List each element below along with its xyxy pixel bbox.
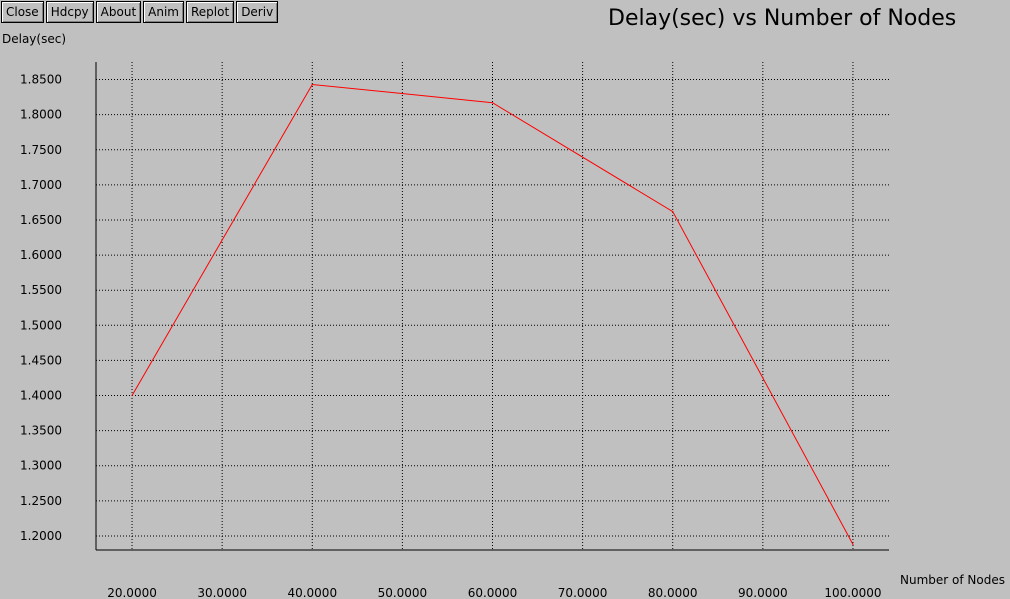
x-tick-label: 90.0000 (738, 586, 788, 599)
x-axis-label: Number of Nodes (900, 573, 1005, 587)
replot-button[interactable]: Replot (186, 1, 235, 23)
y-tick-label: 1.8500 (20, 73, 62, 87)
x-tick-label: 80.0000 (648, 586, 698, 599)
y-tick-label: 1.8000 (20, 108, 62, 122)
y-tick-label: 1.5500 (20, 283, 62, 297)
y-tick-label: 1.2000 (20, 529, 62, 543)
close-button[interactable]: Close (1, 1, 44, 23)
y-tick-label: 1.3500 (20, 424, 62, 438)
data-point (491, 102, 494, 104)
y-tick-label: 1.7000 (20, 178, 62, 192)
y-tick-label: 1.7500 (20, 143, 62, 157)
toolbar: Close Hdcpy About Anim Replot Deriv (1, 1, 279, 23)
y-tick-label: 1.5000 (20, 318, 62, 332)
data-point (131, 394, 133, 397)
y-tick-label: 1.3000 (20, 459, 62, 473)
x-tick-label: 50.0000 (378, 586, 428, 599)
y-tick-label: 1.4000 (20, 389, 62, 403)
anim-button[interactable]: Anim (143, 1, 184, 23)
hdcpy-button[interactable]: Hdcpy (45, 1, 94, 23)
x-tick-label: 20.0000 (107, 586, 157, 599)
y-tick-label: 1.6000 (20, 248, 62, 262)
deriv-button[interactable]: Deriv (236, 1, 279, 23)
y-tick-label: 1.4500 (20, 353, 62, 367)
x-tick-label: 40.0000 (287, 586, 337, 599)
about-button[interactable]: About (95, 1, 142, 23)
y-tick-label: 1.2500 (20, 494, 62, 508)
x-tick-label: 60.0000 (468, 586, 518, 599)
data-point (852, 543, 854, 545)
chart-title: Delay(sec) vs Number of Nodes (608, 6, 957, 31)
y-axis-label: Delay(sec) (2, 32, 67, 46)
x-tick-label: 30.0000 (197, 586, 247, 599)
x-tick-label: 70.0000 (558, 586, 608, 599)
x-tick-label: 100.0000 (824, 586, 881, 599)
data-point (311, 83, 313, 86)
data-point (672, 210, 674, 213)
y-tick-label: 1.6500 (20, 213, 62, 227)
